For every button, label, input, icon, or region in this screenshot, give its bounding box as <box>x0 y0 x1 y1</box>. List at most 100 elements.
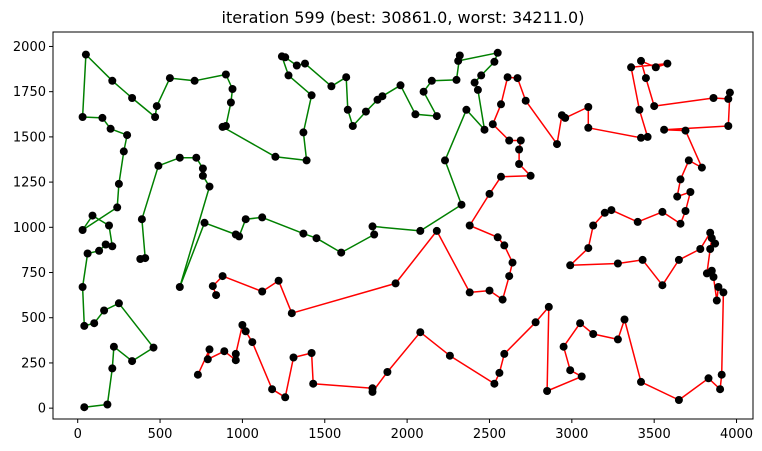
city-point <box>80 403 89 412</box>
city-point <box>495 368 504 377</box>
city-point <box>231 230 240 239</box>
city-point <box>493 233 502 242</box>
city-point <box>600 208 609 217</box>
city-point <box>136 255 145 263</box>
city-point <box>488 120 497 129</box>
city-point <box>383 368 392 376</box>
city-point <box>607 206 616 215</box>
city-point <box>343 105 352 114</box>
city-point <box>686 188 695 196</box>
city-point <box>190 76 199 85</box>
city-point <box>674 255 683 264</box>
city-point <box>128 94 137 102</box>
city-point <box>716 385 725 394</box>
city-point <box>663 59 672 68</box>
city-point <box>660 125 669 134</box>
city-point <box>307 91 316 100</box>
city-point <box>302 156 311 165</box>
city-point <box>719 288 728 297</box>
city-point <box>231 349 240 358</box>
city-point <box>613 335 622 344</box>
city-point <box>231 356 240 365</box>
city-point <box>650 102 659 111</box>
x-tick-label: 2500 <box>473 427 506 442</box>
city-point <box>192 153 201 162</box>
city-point <box>704 374 713 383</box>
city-point <box>378 92 387 101</box>
city-point <box>342 73 351 82</box>
city-point <box>411 110 420 119</box>
city-point <box>500 241 509 250</box>
city-point <box>432 112 441 121</box>
city-point <box>123 131 132 140</box>
chart-title: iteration 599 (best: 30861.0, worst: 342… <box>222 8 585 27</box>
city-point <box>88 211 97 220</box>
city-point <box>709 273 718 281</box>
city-point <box>137 215 146 224</box>
city-point <box>284 71 293 80</box>
city-point <box>584 103 593 111</box>
city-point <box>643 132 652 141</box>
city-point <box>105 221 113 230</box>
city-point <box>419 87 428 96</box>
city-point <box>508 258 517 267</box>
city-point <box>78 283 87 291</box>
y-tick-label: 1750 <box>13 85 46 100</box>
city-point <box>709 94 718 102</box>
city-point <box>292 61 301 70</box>
x-tick-label: 500 <box>148 427 173 442</box>
city-point <box>221 70 230 79</box>
city-point <box>416 328 425 337</box>
city-point <box>684 156 693 165</box>
y-tick-label: 500 <box>21 311 46 326</box>
city-point <box>559 342 568 351</box>
city-point <box>307 349 316 357</box>
city-point <box>706 228 715 237</box>
city-point <box>113 203 122 212</box>
city-point <box>299 128 308 137</box>
city-point <box>584 244 593 253</box>
city-point <box>577 372 586 381</box>
city-point <box>457 200 466 209</box>
city-point <box>108 76 117 85</box>
city-point <box>101 240 110 249</box>
city-point <box>109 342 118 351</box>
city-point <box>119 147 128 156</box>
city-point <box>100 306 109 315</box>
city-point <box>490 379 499 388</box>
city-point <box>557 111 566 120</box>
city-point <box>128 357 137 366</box>
city-point <box>681 126 690 135</box>
city-point <box>268 385 277 394</box>
city-point <box>544 302 553 311</box>
city-point <box>241 215 250 224</box>
city-point <box>637 377 645 386</box>
city-point <box>368 222 377 231</box>
city-point <box>480 125 489 134</box>
city-point <box>485 189 494 198</box>
city-point <box>724 94 733 103</box>
city-point <box>441 156 449 165</box>
city-point <box>241 327 250 336</box>
city-point <box>673 192 682 201</box>
city-point <box>95 246 104 255</box>
city-point <box>500 349 509 358</box>
city-point <box>203 355 212 364</box>
city-point <box>83 249 92 258</box>
city-point <box>154 161 163 170</box>
x-tick-label: 1000 <box>226 427 259 442</box>
city-point <box>205 345 214 354</box>
city-point <box>198 164 207 173</box>
y-tick-label: 2000 <box>13 40 46 55</box>
city-point <box>218 272 227 281</box>
city-point <box>165 74 174 83</box>
city-point <box>576 319 585 328</box>
city-point <box>676 175 685 184</box>
city-point <box>327 82 336 91</box>
city-point <box>724 122 733 130</box>
city-point <box>553 140 561 149</box>
city-point <box>651 63 660 72</box>
city-point <box>641 74 650 83</box>
